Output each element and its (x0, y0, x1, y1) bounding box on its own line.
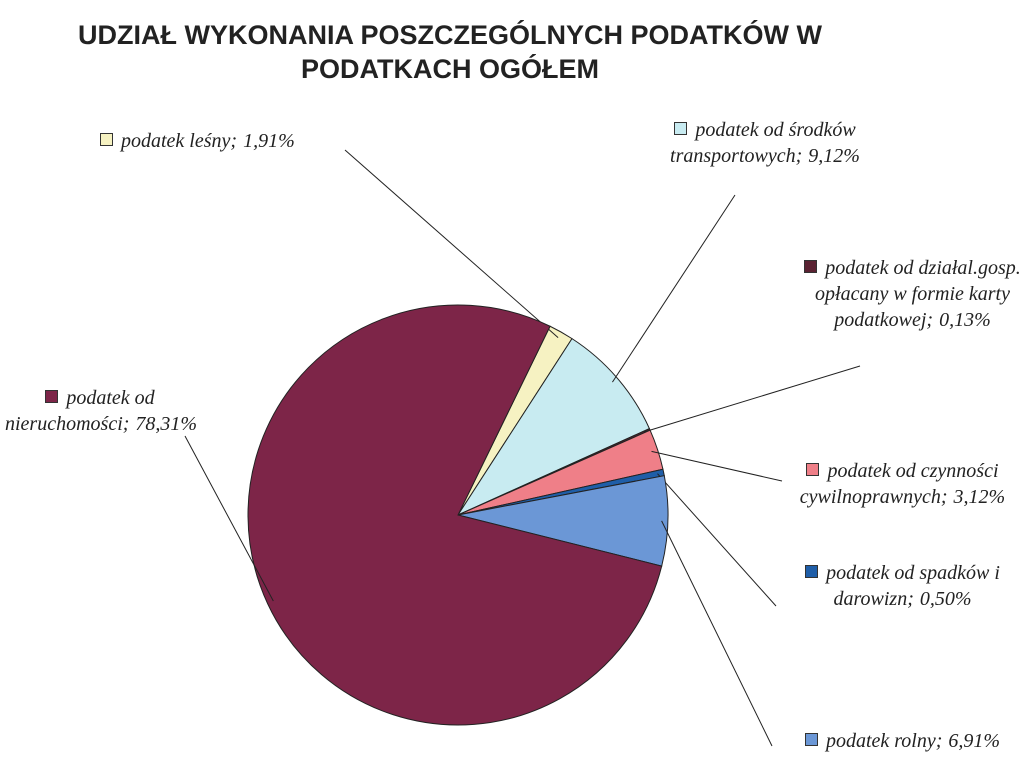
value-label: 3,12% (953, 486, 1006, 508)
legend-swatch (805, 565, 819, 578)
category-label: podatek od działal.gosp. opłacany w form… (815, 257, 1021, 331)
legend-swatch (806, 463, 820, 476)
value-label: 78,31% (135, 413, 198, 435)
value-label: 0,13% (939, 309, 991, 331)
leader-line (643, 365, 861, 433)
data-label: podatek od nieruchomości; 78,31% (5, 385, 198, 437)
leader-line (344, 149, 559, 338)
category-label: podatek od środków transportowych; (670, 119, 856, 167)
leader-line (661, 520, 773, 747)
legend-swatch (45, 390, 59, 403)
legend-swatch (100, 133, 113, 146)
category-label: podatek leśny; (121, 130, 238, 152)
data-label: podatek rolny; 6,91% (780, 728, 1025, 754)
chart-title: UDZIAŁ WYKONANIA POSZCZEGÓLNYCH PODATKÓW… (78, 20, 822, 84)
category-label: podatek od czynności cywilnoprawnych; (799, 460, 999, 508)
legend-swatch (804, 733, 818, 746)
category-label: podatek rolny; (825, 730, 943, 752)
value-label: 6,91% (948, 730, 1001, 752)
category-label: podatek od spadków i darowizn; (826, 562, 1000, 610)
pie-slice (247, 304, 663, 726)
value-label: 0,50% (919, 588, 972, 610)
data-label: podatek od działal.gosp. opłacany w form… (800, 255, 1025, 333)
value-label: 1,91% (243, 130, 295, 152)
leader-line (184, 435, 274, 602)
category-label: podatek od nieruchomości; (5, 387, 155, 435)
legend-swatch (804, 260, 818, 273)
pie-slice (456, 337, 651, 517)
data-label: podatek od środków transportowych; 9,12% (640, 117, 890, 169)
data-label: podatek od spadków i darowizn; 0,50% (780, 560, 1025, 612)
leader-line (651, 450, 783, 482)
data-label: podatek od czynności cywilnoprawnych; 3,1… (780, 458, 1025, 510)
data-label: podatek leśny; 1,91% (100, 128, 370, 154)
value-label: 9,12% (808, 145, 860, 167)
leader-line (657, 473, 777, 607)
leader-line (611, 194, 736, 383)
legend-swatch (674, 122, 688, 135)
